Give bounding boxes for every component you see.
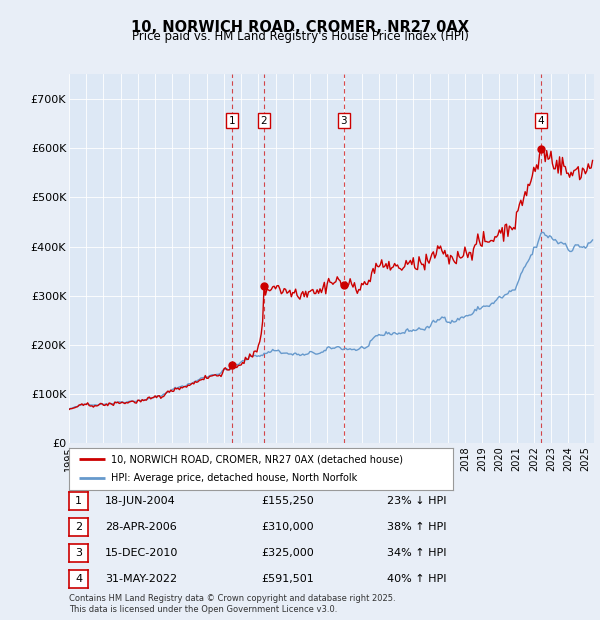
Text: 15-DEC-2010: 15-DEC-2010 <box>105 548 178 558</box>
Text: £310,000: £310,000 <box>261 522 314 532</box>
Text: 3: 3 <box>75 548 82 558</box>
Text: 40% ↑ HPI: 40% ↑ HPI <box>387 574 446 584</box>
Text: 10, NORWICH ROAD, CROMER, NR27 0AX: 10, NORWICH ROAD, CROMER, NR27 0AX <box>131 20 469 35</box>
Text: £591,501: £591,501 <box>261 574 314 584</box>
Text: 34% ↑ HPI: 34% ↑ HPI <box>387 548 446 558</box>
Text: 31-MAY-2022: 31-MAY-2022 <box>105 574 177 584</box>
Text: 2: 2 <box>75 522 82 532</box>
Text: 1: 1 <box>229 115 235 125</box>
Text: Contains HM Land Registry data © Crown copyright and database right 2025.: Contains HM Land Registry data © Crown c… <box>69 593 395 603</box>
Text: 28-APR-2006: 28-APR-2006 <box>105 522 177 532</box>
Text: 18-JUN-2004: 18-JUN-2004 <box>105 496 176 506</box>
Text: 38% ↑ HPI: 38% ↑ HPI <box>387 522 446 532</box>
Text: 10, NORWICH ROAD, CROMER, NR27 0AX (detached house): 10, NORWICH ROAD, CROMER, NR27 0AX (deta… <box>111 454 403 464</box>
Text: 23% ↓ HPI: 23% ↓ HPI <box>387 496 446 506</box>
Text: 3: 3 <box>340 115 347 125</box>
Text: 2: 2 <box>260 115 267 125</box>
Text: £155,250: £155,250 <box>261 496 314 506</box>
Text: 4: 4 <box>538 115 544 125</box>
Text: HPI: Average price, detached house, North Norfolk: HPI: Average price, detached house, Nort… <box>111 474 358 484</box>
Text: £325,000: £325,000 <box>261 548 314 558</box>
Text: Price paid vs. HM Land Registry's House Price Index (HPI): Price paid vs. HM Land Registry's House … <box>131 30 469 43</box>
Text: 4: 4 <box>75 574 82 584</box>
Text: 1: 1 <box>75 496 82 506</box>
Text: This data is licensed under the Open Government Licence v3.0.: This data is licensed under the Open Gov… <box>69 604 337 614</box>
